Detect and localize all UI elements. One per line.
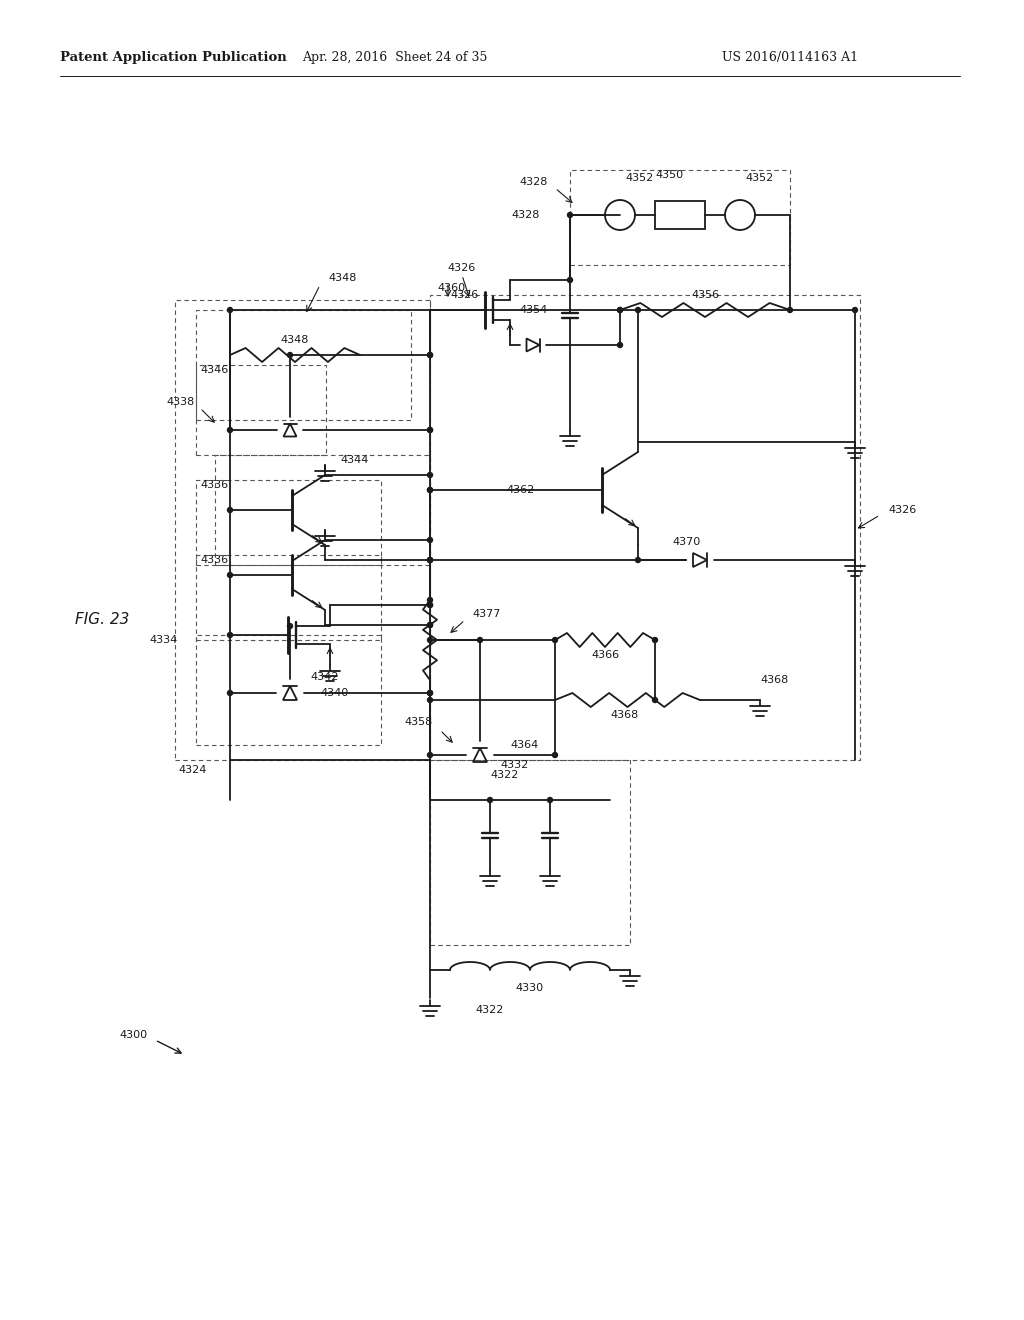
Text: 4336: 4336 (200, 554, 228, 565)
Bar (196, 366, 326, 455)
Circle shape (427, 598, 432, 602)
Text: 4344: 4344 (340, 455, 369, 465)
Circle shape (787, 308, 793, 313)
Bar (196, 480, 381, 565)
Bar (215, 455, 430, 565)
Circle shape (548, 797, 553, 803)
Text: 4366: 4366 (591, 649, 620, 660)
Circle shape (227, 308, 232, 313)
Circle shape (617, 308, 623, 313)
Text: 4354: 4354 (520, 305, 548, 315)
Text: 4368: 4368 (611, 710, 639, 719)
Text: 4358: 4358 (404, 717, 433, 727)
Text: 4322: 4322 (476, 1005, 504, 1015)
Bar (655, 201, 705, 228)
Circle shape (487, 797, 493, 803)
Bar (196, 635, 381, 744)
Circle shape (227, 573, 232, 578)
Circle shape (427, 428, 432, 433)
Bar (196, 554, 381, 640)
Circle shape (427, 537, 432, 543)
Bar (196, 310, 411, 420)
Text: 4348: 4348 (281, 335, 309, 345)
Circle shape (427, 428, 432, 433)
Circle shape (227, 632, 232, 638)
Text: Apr. 28, 2016  Sheet 24 of 35: Apr. 28, 2016 Sheet 24 of 35 (302, 51, 487, 65)
Circle shape (427, 557, 432, 562)
Circle shape (427, 623, 432, 627)
Circle shape (427, 752, 432, 758)
Circle shape (427, 690, 432, 696)
Circle shape (427, 638, 432, 643)
Text: 4377: 4377 (472, 609, 501, 619)
Circle shape (652, 638, 657, 643)
Text: 4338: 4338 (167, 397, 195, 407)
Circle shape (227, 507, 232, 512)
Circle shape (427, 473, 432, 478)
Text: 4346: 4346 (200, 366, 228, 375)
Text: 4326: 4326 (450, 290, 478, 300)
Text: 4300: 4300 (120, 1030, 148, 1040)
Circle shape (636, 557, 640, 562)
Text: 4328: 4328 (519, 177, 548, 187)
Circle shape (427, 623, 432, 627)
Bar (430, 294, 860, 760)
Circle shape (427, 352, 432, 358)
Circle shape (427, 557, 432, 562)
Text: 4328: 4328 (512, 210, 540, 220)
Circle shape (553, 752, 557, 758)
Circle shape (427, 487, 432, 492)
Circle shape (427, 602, 432, 607)
Circle shape (227, 428, 232, 433)
Text: 4364: 4364 (510, 741, 539, 750)
Text: 4350: 4350 (656, 170, 684, 180)
Circle shape (427, 697, 432, 702)
Text: 4330: 4330 (516, 983, 544, 993)
Bar (430, 760, 630, 945)
Text: Patent Application Publication: Patent Application Publication (60, 51, 287, 65)
Circle shape (636, 308, 640, 313)
Circle shape (427, 352, 432, 358)
Text: 4370: 4370 (672, 537, 700, 546)
Circle shape (427, 487, 432, 492)
Bar (175, 300, 430, 760)
Circle shape (617, 308, 623, 313)
Circle shape (652, 697, 657, 702)
Text: 4332: 4332 (500, 760, 528, 770)
Text: 4324: 4324 (178, 766, 207, 775)
Circle shape (427, 602, 432, 607)
Circle shape (288, 623, 293, 628)
Text: 4342: 4342 (310, 672, 338, 682)
Bar (570, 170, 790, 265)
Circle shape (477, 638, 482, 643)
Text: 4368: 4368 (760, 675, 788, 685)
Circle shape (227, 690, 232, 696)
Circle shape (567, 277, 572, 282)
Text: 4352: 4352 (745, 173, 773, 183)
Text: 4362: 4362 (507, 484, 535, 495)
Text: 4348: 4348 (328, 273, 356, 282)
Circle shape (853, 308, 857, 313)
Circle shape (617, 342, 623, 347)
Circle shape (567, 213, 572, 218)
Text: 4352: 4352 (625, 173, 653, 183)
Circle shape (553, 638, 557, 643)
Text: 4360: 4360 (437, 282, 465, 293)
Text: 4356: 4356 (691, 290, 719, 300)
Text: 4322: 4322 (490, 770, 518, 780)
Text: 4340: 4340 (319, 688, 348, 698)
Circle shape (288, 352, 293, 358)
Text: 4326: 4326 (447, 263, 476, 273)
Text: FIG. 23: FIG. 23 (75, 612, 129, 627)
Text: US 2016/0114163 A1: US 2016/0114163 A1 (722, 51, 858, 65)
Circle shape (427, 690, 432, 696)
Circle shape (427, 557, 432, 562)
Text: 4336: 4336 (200, 480, 228, 490)
Text: 4334: 4334 (150, 635, 178, 645)
Text: 4326: 4326 (888, 506, 916, 515)
